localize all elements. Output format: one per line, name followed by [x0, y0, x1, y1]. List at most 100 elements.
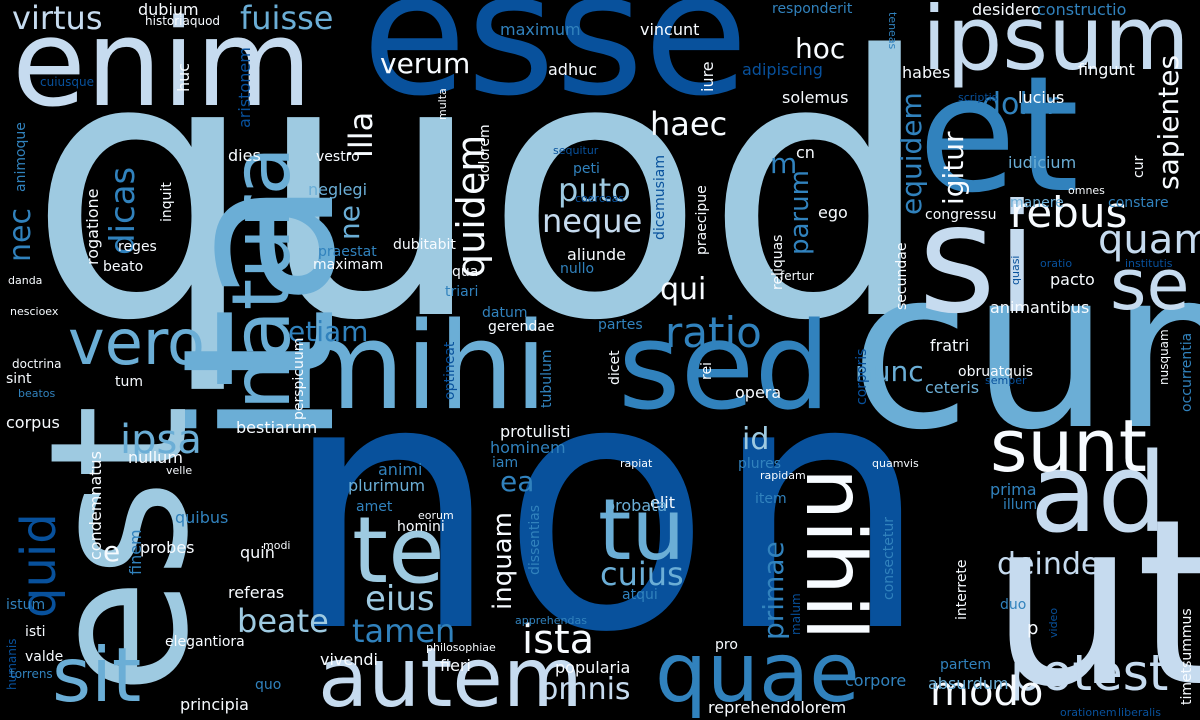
word-multa: multa: [436, 88, 449, 120]
word-ne: ne: [333, 205, 366, 240]
word-fingunt: fingunt: [1078, 60, 1135, 79]
word-sed: sed: [618, 298, 831, 437]
word-humanis: humanis: [5, 638, 19, 690]
word-solemus: solemus: [782, 88, 849, 107]
word-plurimum: plurimum: [348, 476, 426, 495]
word-quo: quo: [255, 677, 282, 693]
word-adipiscing: adipiscing: [742, 60, 823, 79]
word-doctrina: doctrina: [12, 357, 62, 371]
word-corpore: corpore: [845, 671, 907, 690]
word-ipsa: ipsa: [120, 417, 202, 463]
word-secundae: secundae: [894, 242, 910, 310]
word-nunc: nunc: [855, 355, 924, 388]
word-gerendae: gerendae: [488, 319, 555, 335]
word-scriptis: scriptis: [958, 91, 998, 104]
word-absurdum: absurdum: [928, 674, 1009, 693]
word-puto: puto: [558, 171, 631, 209]
word-aristonem: aristonem: [235, 47, 254, 128]
word-nusquam: nusquam: [1157, 329, 1171, 385]
word-te: te: [352, 497, 445, 604]
word-partes: partes: [598, 317, 643, 333]
word-inquam: inquam: [488, 512, 518, 610]
word-qui: qui: [660, 272, 707, 307]
word-praecipue: praecipue: [694, 185, 710, 255]
word-dubitabit: dubitabit: [393, 237, 456, 253]
word-congressu: congressu: [925, 207, 997, 223]
word-elegantiora: elegantiora: [165, 634, 245, 650]
word-rapiat: rapiat: [620, 457, 653, 470]
word-beatos: beatos: [18, 387, 56, 400]
word-etiam: etiam: [288, 315, 369, 348]
word-video: video: [1047, 607, 1060, 638]
word-perspicuum: perspicuum: [291, 337, 307, 420]
word-virtus: virtus: [12, 0, 103, 37]
word-primae: primae: [757, 541, 790, 640]
word-si: si: [918, 173, 1038, 347]
word-quasi: quasi: [1009, 255, 1022, 285]
word-nullo: nullo: [560, 261, 595, 277]
word-lucius: lucius: [1018, 88, 1065, 107]
word-apprehendas: apprehendas: [515, 614, 587, 627]
word-beate: beate: [237, 602, 329, 640]
word-istum: istum: [6, 597, 46, 613]
word-vero: vero: [68, 306, 205, 379]
word-interrete: interrete: [954, 559, 970, 620]
word-et: et: [918, 41, 1080, 228]
word-fieri: fieri: [440, 656, 471, 675]
word-desidero: desidero: [972, 0, 1041, 19]
word-tu: tu: [598, 481, 686, 580]
word-bestiarum: bestiarum: [236, 418, 318, 437]
word-dissentias: dissentias: [527, 504, 543, 575]
word-danda: danda: [8, 274, 43, 287]
word-principia: principia: [180, 695, 249, 714]
word-autem: autem: [318, 631, 583, 720]
word-ratio: ratio: [665, 308, 762, 357]
word-ad: ad: [1030, 429, 1168, 557]
word-fratri: fratri: [930, 336, 970, 355]
word-nullum: nullum: [128, 448, 183, 467]
word-constare: constare: [1108, 195, 1169, 211]
word-iam: iam: [492, 455, 519, 471]
word-quibus: quibus: [175, 508, 229, 527]
word-ista: ista: [522, 617, 595, 663]
word-habes: habes: [902, 63, 951, 82]
word-cum: cum: [850, 222, 1200, 478]
word-plures: plures: [738, 456, 782, 472]
word-nec: nec: [3, 208, 38, 262]
word-vivendi: vivendi: [320, 650, 378, 669]
word-eorum: eorum: [418, 509, 454, 522]
word-torrens: torrens: [10, 667, 53, 681]
word-historiaquod: historiaquod: [145, 14, 221, 28]
word-ut: ut: [990, 471, 1200, 720]
word-nescioex: nescioex: [10, 305, 59, 318]
word-animi: animi: [378, 460, 423, 479]
word-hoc: hoc: [795, 32, 846, 65]
word-optineat: optineat: [442, 341, 458, 400]
word-igitur: igitur: [937, 131, 970, 205]
word-quam: quam: [1098, 217, 1200, 263]
word-aliunde: aliunde: [567, 245, 626, 264]
word-dolorem: dolorem: [477, 124, 493, 182]
word-illum: illum: [1003, 497, 1038, 513]
word-nihil: nihil: [787, 468, 882, 641]
word-modo: modo: [930, 669, 1044, 715]
word-occurrentia: occurrentia: [1179, 332, 1195, 412]
word-eius: eius: [365, 579, 435, 619]
word-sint: sint: [6, 371, 32, 387]
word-oratio: oratio: [1040, 257, 1073, 270]
word-fertur: fertur: [780, 269, 814, 283]
word-fuisse: fuisse: [240, 0, 334, 37]
word-dicet: dicet: [607, 350, 623, 385]
word-isti: isti: [25, 624, 46, 640]
word-rapidam: rapidam: [760, 469, 806, 482]
word-parum: parum: [785, 170, 815, 255]
word-coerceas: coerceas: [575, 192, 625, 205]
word-pro: pro: [715, 637, 738, 653]
word-teneas: teneas: [886, 12, 899, 50]
word-reprehendolorem: reprehendolorem: [708, 698, 847, 717]
word-quin: quin: [240, 543, 275, 562]
word-consectetur: consectetur: [881, 517, 897, 600]
word-reges: reges: [118, 239, 157, 255]
word-vestro: vestro: [316, 149, 360, 165]
word-adhuc: adhuc: [548, 60, 598, 79]
